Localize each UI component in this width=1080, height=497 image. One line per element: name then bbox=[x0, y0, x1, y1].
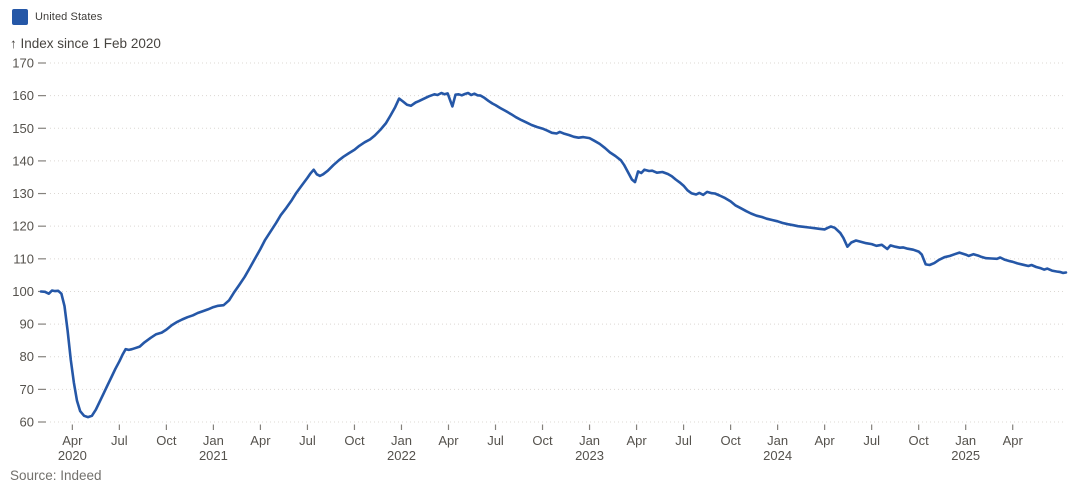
x-tick-year-label: 2023 bbox=[575, 448, 604, 463]
x-tick-label: Jan bbox=[391, 433, 412, 448]
x-tick-label: Apr bbox=[62, 433, 83, 448]
x-tick-label: Jul bbox=[675, 433, 692, 448]
y-axis-title: ↑ Index since 1 Feb 2020 bbox=[10, 36, 161, 51]
y-tick-label: 100 bbox=[12, 284, 34, 299]
x-tick-label: Jul bbox=[863, 433, 880, 448]
x-tick-label: Apr bbox=[626, 433, 647, 448]
x-tick-label: Oct bbox=[720, 433, 741, 448]
x-tick-year-label: 2021 bbox=[199, 448, 228, 463]
x-tick-label: Apr bbox=[250, 433, 271, 448]
legend-label-united-states: United States bbox=[35, 11, 103, 23]
y-tick-label: 130 bbox=[12, 186, 34, 201]
x-tick-year-label: 2025 bbox=[951, 448, 980, 463]
y-tick-label: 70 bbox=[20, 382, 34, 397]
y-tick-label: 80 bbox=[20, 349, 34, 364]
y-tick-label: 160 bbox=[12, 88, 34, 103]
y-tick-label: 150 bbox=[12, 121, 34, 136]
x-tick-label: Apr bbox=[438, 433, 459, 448]
y-tick-label: 60 bbox=[20, 415, 34, 430]
x-tick-label: Oct bbox=[532, 433, 553, 448]
y-tick-label: 110 bbox=[13, 251, 34, 266]
x-tick-label: Oct bbox=[909, 433, 930, 448]
x-tick-label: Jan bbox=[203, 433, 224, 448]
x-tick-label: Apr bbox=[815, 433, 836, 448]
y-tick-label: 170 bbox=[12, 56, 34, 71]
y-tick-label: 140 bbox=[12, 153, 34, 168]
source-note: Source: Indeed bbox=[10, 468, 102, 483]
x-tick-label: Jul bbox=[299, 433, 316, 448]
x-tick-label: Oct bbox=[156, 433, 177, 448]
x-tick-year-label: 2022 bbox=[387, 448, 416, 463]
x-tick-label: Jan bbox=[955, 433, 976, 448]
x-tick-year-label: 2020 bbox=[58, 448, 87, 463]
series-line-united-states bbox=[39, 91, 1068, 419]
y-tick-label: 120 bbox=[12, 219, 34, 234]
x-tick-year-label: 2024 bbox=[763, 448, 792, 463]
y-tick-label: 90 bbox=[20, 317, 34, 332]
x-tick-label: Jan bbox=[767, 433, 788, 448]
x-tick-label: Apr bbox=[1003, 433, 1024, 448]
x-tick-label: Jan bbox=[579, 433, 600, 448]
x-tick-label: Jul bbox=[487, 433, 504, 448]
x-tick-label: Oct bbox=[344, 433, 365, 448]
legend: United States bbox=[12, 9, 102, 25]
legend-swatch-united-states bbox=[12, 9, 28, 25]
x-tick-label: Jul bbox=[111, 433, 128, 448]
